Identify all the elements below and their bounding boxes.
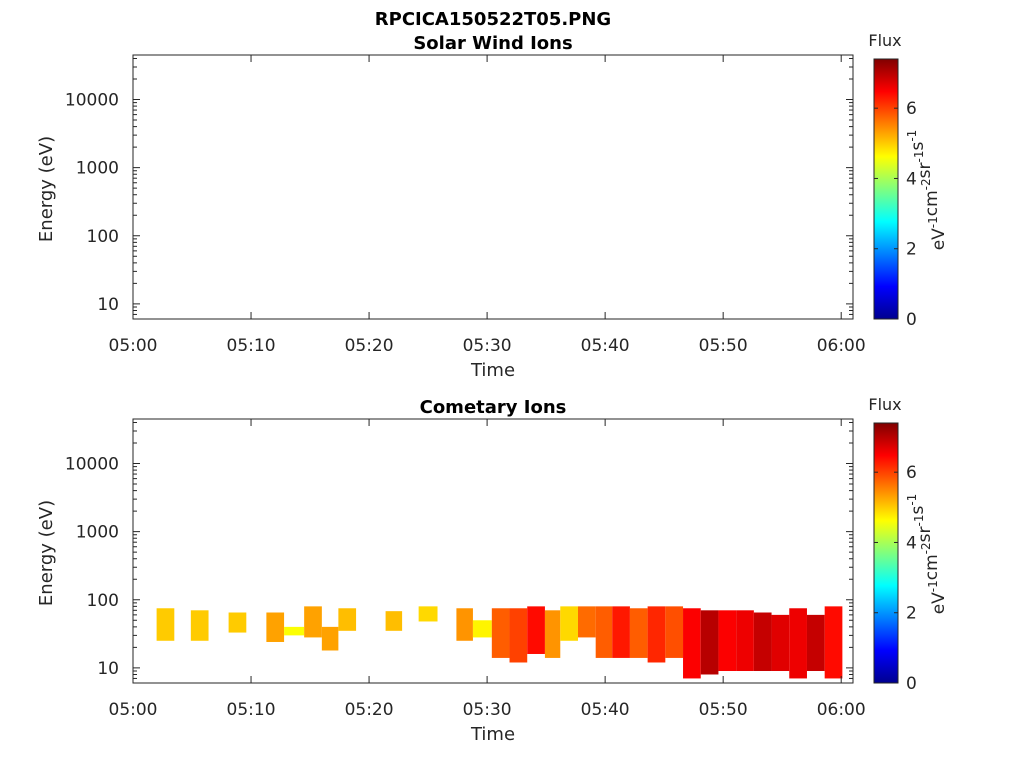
colorbar-tick-label: 6 (906, 99, 917, 119)
spectrogram-cell (612, 606, 630, 658)
cometary-xlabel: Time (470, 724, 515, 745)
solar-wind-xticks: 05:00 05:10 05:20 05:30 05:40 05:50 06:00 (109, 55, 866, 356)
solar-wind-colorbar: Flux 0 2 4 6 eV-1cm-2sr-1s-1 (868, 31, 949, 330)
spectrogram-cell (456, 608, 473, 641)
y-tick-label: 10 (97, 295, 119, 315)
spectrogram-cell (629, 608, 648, 658)
solar-wind-axes-box (132, 54, 854, 320)
spectrogram-cell (595, 606, 613, 658)
spectrogram-cell (491, 608, 510, 658)
cometary-axes-box (132, 418, 854, 684)
colorbar-unit-label: eV-1cm-2sr-1s-1 (905, 494, 949, 615)
x-tick-label: 05:40 (581, 336, 630, 356)
spectrogram-cell (753, 612, 772, 672)
spectrogram-cell (647, 606, 666, 663)
colorbar-tick-label: 2 (906, 604, 917, 624)
spectrogram-cell (527, 606, 545, 654)
spectrogram-cell (771, 614, 790, 672)
y-tick-label: 1000 (76, 523, 119, 543)
figure-title: RPCICA150522T05.PNG (375, 9, 611, 30)
solar-wind-yticks: 10 100 1000 10000 (65, 57, 853, 320)
spectrogram-cell (718, 610, 737, 672)
solar-wind-title: Solar Wind Ions (413, 33, 572, 54)
spectrogram-cell (665, 606, 684, 658)
cometary-title: Cometary Ions (420, 397, 567, 418)
colorbar-gradient (873, 58, 899, 320)
x-tick-label: 05:00 (109, 336, 158, 356)
cometary-yticks: 10 100 1000 10000 (65, 421, 853, 684)
spectrogram-cell (824, 606, 843, 679)
solar-wind-xlabel: Time (470, 360, 515, 381)
cometary-ylabel: Energy (eV) (36, 500, 57, 606)
y-tick-label: 1000 (76, 159, 119, 179)
colorbar-tick-label: 4 (906, 533, 917, 553)
colorbar-title: Flux (868, 395, 901, 414)
colorbar-gradient (873, 422, 899, 684)
cometary-cells (156, 606, 843, 679)
x-tick-label: 06:00 (817, 336, 866, 356)
solar-wind-panel: Solar Wind Ions Energy (eV) Time 05:00 05… (36, 31, 949, 381)
spectrogram-cell (736, 610, 754, 672)
spectrogram-cell (577, 606, 596, 638)
x-tick-label: 05:50 (699, 700, 748, 720)
cometary-colorbar: Flux 0 2 4 6 eV-1cm-2sr-1s-1 (868, 395, 949, 694)
colorbar-tick-label: 2 (906, 240, 917, 260)
spectrogram-cell (321, 626, 339, 651)
x-tick-label: 05:20 (345, 336, 394, 356)
x-tick-label: 05:50 (699, 336, 748, 356)
x-tick-label: 05:30 (463, 336, 512, 356)
spectrogram-cell (700, 610, 719, 675)
spectrogram-cell (509, 608, 528, 663)
spectrogram-cell (228, 612, 247, 633)
spectrogram-cell (544, 610, 561, 658)
y-tick-label: 10000 (65, 91, 119, 111)
spectrogram-cell (190, 610, 209, 641)
solar-wind-ylabel: Energy (eV) (36, 136, 57, 242)
spectrogram-cell (156, 608, 175, 641)
cometary-xticks: 05:00 05:10 05:20 05:30 05:40 05:50 06:00 (109, 419, 866, 720)
spectrogram-cell (789, 608, 807, 679)
x-tick-label: 05:20 (345, 700, 394, 720)
cometary-panel: Cometary Ions Energy (eV) Time 05:00 05:1… (36, 395, 949, 745)
colorbar-tick-label: 0 (906, 310, 917, 330)
colorbar-tick-label: 4 (906, 169, 917, 189)
x-tick-label: 05:10 (227, 336, 276, 356)
spectrogram-cell (385, 611, 403, 631)
spectrogram-cell (806, 614, 825, 672)
colorbar-unit-label: eV-1cm-2sr-1s-1 (905, 130, 949, 251)
y-tick-label: 10000 (65, 455, 119, 475)
colorbar-tick-label: 0 (906, 674, 917, 694)
spectrogram-cell (338, 608, 357, 631)
colorbar-title: Flux (868, 31, 901, 50)
spectrogram-cell (472, 620, 492, 638)
y-tick-label: 10 (97, 659, 119, 679)
spectrogram-cell (284, 626, 305, 636)
x-tick-label: 06:00 (817, 700, 866, 720)
x-tick-label: 05:00 (109, 700, 158, 720)
spectrogram-cell (304, 606, 322, 638)
spectrogram-cell (418, 606, 438, 622)
x-tick-label: 05:40 (581, 700, 630, 720)
x-tick-label: 05:10 (227, 700, 276, 720)
y-tick-label: 100 (87, 227, 119, 247)
y-tick-label: 100 (87, 591, 119, 611)
spectrogram-cell (560, 606, 578, 641)
x-tick-label: 05:30 (463, 700, 512, 720)
colorbar-tick-label: 6 (906, 463, 917, 483)
spectrogram-cell (683, 608, 701, 679)
spectrogram-cell (266, 612, 285, 642)
